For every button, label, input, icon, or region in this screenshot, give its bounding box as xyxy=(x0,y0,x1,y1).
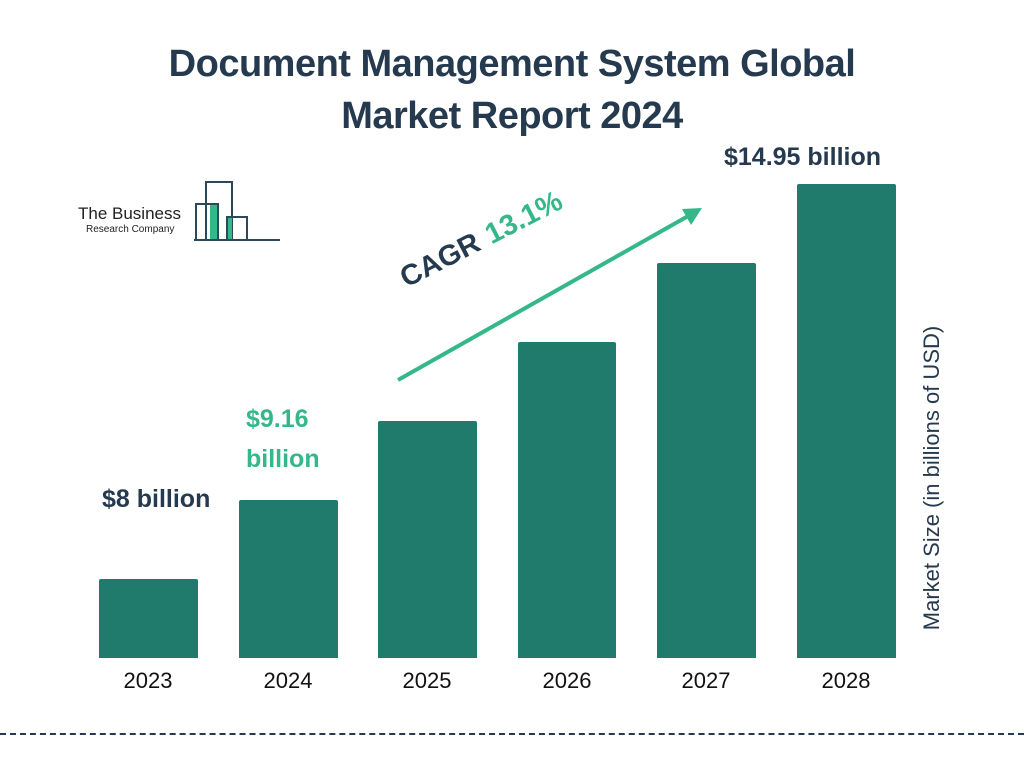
x-tick-2027: 2027 xyxy=(681,668,731,693)
bar-2028 xyxy=(797,184,896,658)
bar-2025 xyxy=(378,421,477,658)
bar-2024 xyxy=(239,500,338,658)
x-tick-2024: 2024 xyxy=(263,668,313,693)
chart-title: Document Management System Global Market… xyxy=(0,38,1024,142)
building-bars-logo-icon xyxy=(194,181,280,241)
y-axis-label: Market Size (in billions of USD) xyxy=(919,325,944,631)
dashed-divider xyxy=(0,733,1024,735)
x-tick-2025: 2025 xyxy=(402,668,452,693)
bar-2027 xyxy=(657,263,756,658)
x-tick-2028: 2028 xyxy=(821,668,871,693)
value-label-2024-line2: billion xyxy=(246,445,320,473)
logo-text-line1: The Business xyxy=(78,204,181,223)
value-label-2023: $8 billion xyxy=(102,485,211,513)
chart-title-line1: Document Management System Global xyxy=(168,43,856,85)
bar-2023 xyxy=(99,579,198,658)
logo-text-line2: Research Company xyxy=(86,224,175,235)
x-tick-2026: 2026 xyxy=(542,668,592,693)
chart-title-line2: Market Report 2024 xyxy=(341,95,683,137)
x-tick-2023: 2023 xyxy=(123,668,173,693)
value-label-2028: $14.95 billion xyxy=(724,143,882,171)
company-logo: The Business Research Company xyxy=(72,180,282,244)
bar-2026 xyxy=(518,342,616,658)
value-label-2024-line1: $9.16 xyxy=(246,405,309,433)
